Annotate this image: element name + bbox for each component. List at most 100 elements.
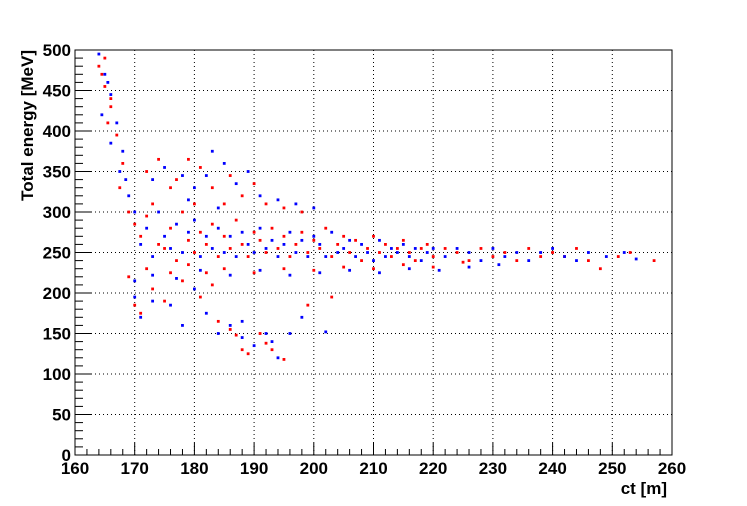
scatter-point (210, 222, 214, 226)
scatter-point (551, 251, 554, 254)
scatter-point (401, 263, 405, 267)
scatter-point (288, 273, 292, 277)
x-tick-label: 190 (240, 459, 268, 478)
x-tick-label: 250 (598, 459, 626, 478)
scatter-point (336, 251, 340, 254)
scatter-point (575, 259, 578, 262)
scatter-point (175, 222, 178, 226)
scatter-point (193, 218, 196, 222)
scatter-point (169, 303, 172, 307)
scatter-point (228, 273, 232, 277)
scatter-point (294, 202, 298, 206)
scatter-point (115, 121, 119, 125)
scatter-point (258, 226, 262, 230)
scatter-point (246, 243, 250, 246)
scatter-point (390, 247, 393, 250)
scatter-point (282, 206, 286, 210)
scatter-point (198, 268, 202, 272)
scatter-point (491, 255, 495, 258)
scatter-point (336, 243, 340, 246)
scatter-point (204, 174, 208, 177)
scatter-point (115, 133, 119, 137)
scatter-point (228, 247, 232, 250)
scatter-point (634, 257, 638, 261)
scatter-point (306, 251, 310, 254)
scatter-point (169, 271, 172, 275)
scatter-point (407, 255, 411, 258)
scatter-point (604, 255, 608, 258)
scatter-point (175, 259, 178, 262)
scatter-point (276, 247, 280, 250)
scatter-point (187, 198, 190, 202)
scatter-point (103, 56, 107, 60)
scatter-point (306, 303, 310, 307)
scatter-point (193, 202, 196, 206)
scatter-point (139, 315, 143, 319)
scatter-point (330, 230, 334, 234)
scatter-point (264, 251, 268, 254)
scatter-point (270, 238, 274, 242)
scatter-point (539, 255, 543, 258)
scatter-point (282, 267, 286, 271)
scatter-point (198, 295, 202, 299)
scatter-point (109, 141, 113, 145)
scatter-point (324, 255, 328, 258)
scatter-point (425, 251, 429, 254)
x-tick-label: 160 (61, 459, 89, 478)
scatter-point (467, 251, 471, 254)
scatter-point (234, 333, 238, 337)
scatter-point (240, 319, 244, 323)
scatter-point (264, 341, 268, 345)
scatter-point (181, 174, 184, 177)
scatter-point (228, 174, 232, 177)
scatter-point (479, 259, 483, 262)
scatter-point (234, 182, 238, 186)
scatter-point (222, 162, 226, 165)
scatter-point (97, 52, 101, 56)
scatter-point (193, 186, 196, 190)
scatter-point (407, 267, 411, 271)
scatter-point (515, 251, 519, 254)
scatter-point (181, 324, 184, 327)
scatter-point (342, 234, 346, 238)
scatter-point (395, 247, 399, 250)
scatter-point (163, 234, 166, 238)
scatter-point (228, 324, 232, 327)
scatter-point (118, 170, 122, 173)
scatter-point (127, 194, 131, 198)
scatter-point (106, 121, 110, 125)
scatter-point (312, 238, 316, 242)
scatter-point (157, 157, 160, 161)
scatter-point (390, 255, 393, 258)
scatter-point (282, 358, 286, 361)
scatter-point (318, 247, 322, 250)
scatter-point (413, 247, 417, 250)
scatter-point (204, 271, 208, 275)
scatter-point (312, 206, 316, 210)
scatter-point (282, 234, 286, 238)
scatter-point (324, 226, 328, 230)
scatter-point (198, 230, 202, 234)
scatter-point (175, 178, 178, 181)
scatter-point (145, 226, 149, 230)
scatter-point (348, 268, 352, 272)
scatter-point (151, 273, 155, 277)
scatter-point (431, 247, 435, 250)
scatter-point (294, 243, 298, 246)
scatter-point (425, 243, 429, 246)
scatter-point (169, 247, 172, 250)
scatter-point (121, 162, 125, 165)
x-axis-title: ct [m] (621, 479, 667, 498)
scatter-point (157, 210, 160, 214)
scatter-point (228, 328, 232, 331)
scatter-point (234, 218, 238, 222)
scatter-point (300, 230, 304, 234)
scatter-point (443, 247, 447, 250)
scatter-point (109, 97, 113, 100)
scatter-point (163, 247, 166, 250)
scatter-point (204, 234, 208, 238)
scatter-point (139, 243, 143, 246)
scatter-point (270, 226, 274, 230)
scatter-point (252, 251, 256, 254)
scatter-point (252, 182, 256, 186)
